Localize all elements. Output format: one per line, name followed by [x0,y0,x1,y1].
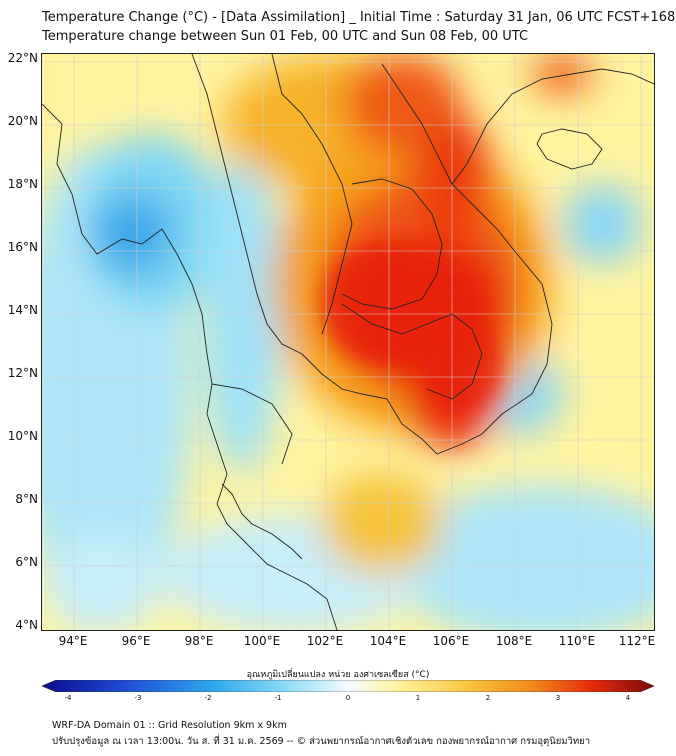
colorbar-tick: -4 [64,694,72,702]
lon-label-100e: 100°E [243,634,281,648]
colorbar-tick: -1 [274,694,282,702]
lat-label-12n: 12°N [7,366,38,380]
lat-label-16n: 16°N [7,240,38,254]
colorbar-tick: 0 [345,694,351,702]
lat-label-18n: 18°N [7,177,38,191]
colorbar-tick: 2 [485,694,491,702]
lat-label-22n: 22°N [7,51,38,65]
colorbar-tick: -3 [134,694,142,702]
map-subtitle: Temperature change between Sun 01 Feb, 0… [42,29,529,44]
lat-label-14n: 14°N [7,303,38,317]
colorbar-tick: 1 [415,694,421,702]
model-info: WRF-DA Domain 01 :: Grid Resolution 9km … [52,720,287,731]
lon-label-106e: 106°E [432,634,470,648]
colorbar [42,680,654,692]
lon-label-98e: 98°E [184,634,214,648]
lat-label-10n: 10°N [7,429,38,443]
lat-label-6n: 6°N [15,555,38,569]
lat-label-20n: 20°N [7,114,38,128]
lat-label-8n: 8°N [15,492,38,506]
lon-label-96e: 96°E [121,634,151,648]
colorbar-title: อุณหภูมิเปลี่ยนแปลง หน่วย องศาเซลเซียส (… [246,670,430,680]
temperature-change-map [41,53,655,631]
colorbar-tick: 3 [555,694,561,702]
colorbar-tick: -2 [204,694,212,702]
lon-label-94e: 94°E [58,634,88,648]
lon-label-110e: 110°E [558,634,596,648]
lat-label-4n: 4°N [15,618,38,632]
lon-label-102e: 102°E [306,634,344,648]
map-title: Temperature Change (°C) - [Data Assimila… [42,10,676,25]
lon-label-112e: 112°E [618,634,656,648]
colorbar-tick: 4 [625,694,631,702]
lon-label-108e: 108°E [495,634,533,648]
lon-label-104e: 104°E [369,634,407,648]
coastlines [42,54,654,630]
map-canvas [42,54,654,630]
update-credit: ปรับปรุงข้อมูล ณ เวลา 13:00น. วัน ส. ที่… [52,736,591,747]
